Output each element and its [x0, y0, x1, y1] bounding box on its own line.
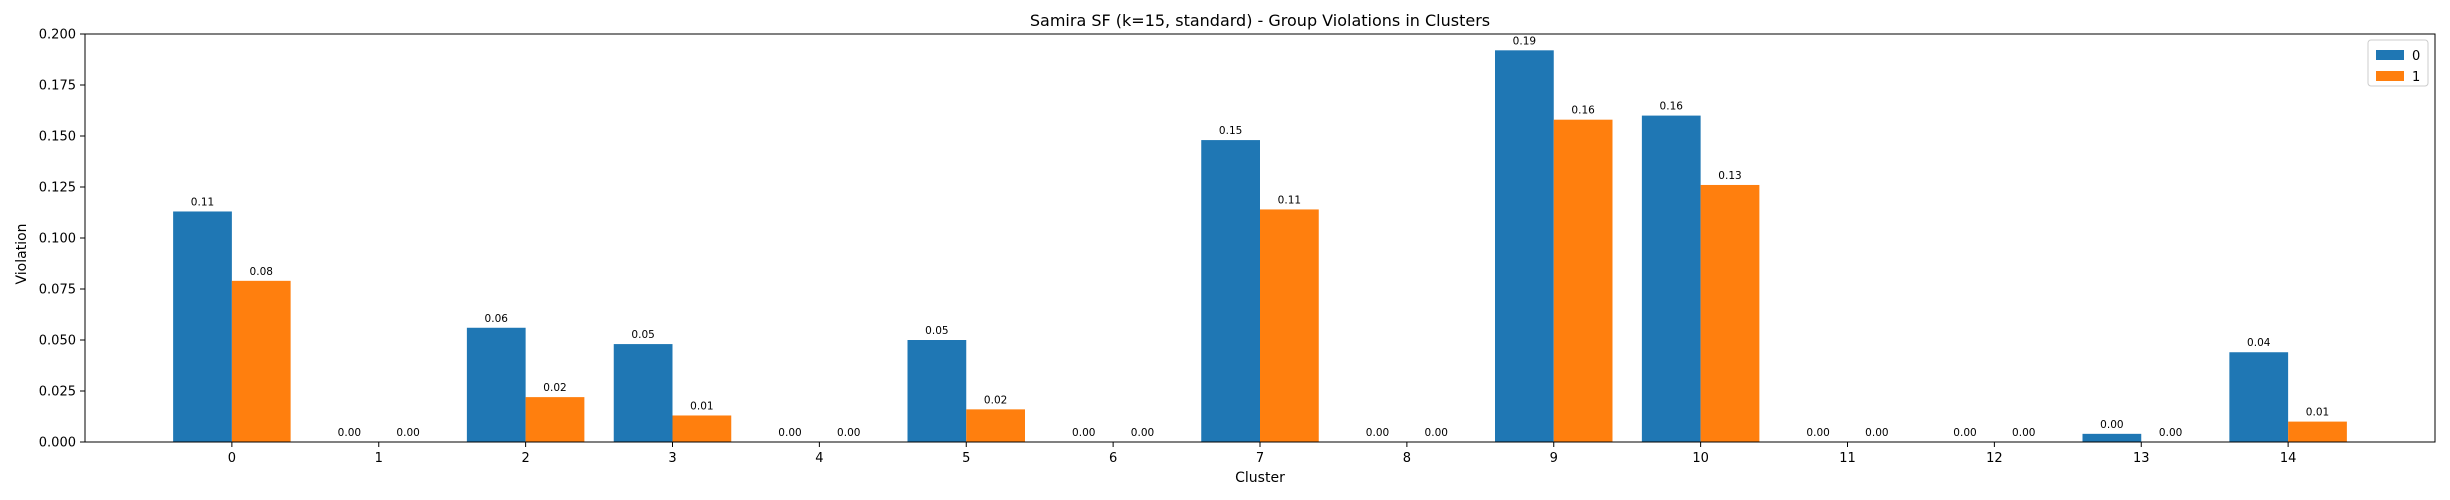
data-label-series-1-cluster-5: 0.02	[984, 394, 1007, 406]
bar-series-1-cluster-5	[966, 409, 1025, 442]
bar-series-1-cluster-10	[1700, 184, 1760, 442]
x-tick-label-14: 14	[2280, 451, 2297, 466]
bar-series-0-cluster-13	[2082, 433, 2142, 442]
data-label-series-0-cluster-3: 0.05	[631, 329, 654, 341]
x-tick-label-0: 0	[228, 451, 236, 466]
data-label-series-0-cluster-10: 0.16	[1660, 101, 1684, 113]
data-label-series-1-cluster-13: 0.00	[2159, 427, 2182, 439]
legend-swatch-1	[2376, 71, 2404, 81]
x-tick-label-2: 2	[521, 451, 529, 466]
data-label-series-1-cluster-2: 0.02	[543, 382, 566, 394]
legend-swatch-0	[2376, 50, 2404, 60]
x-tick-label-1: 1	[375, 451, 383, 466]
y-tick-label-0.125: 0.125	[39, 181, 76, 196]
y-tick-label-0.025: 0.025	[39, 385, 76, 400]
x-tick-label-3: 3	[668, 451, 676, 466]
data-label-series-0-cluster-5: 0.05	[925, 325, 948, 337]
y-tick-label-0.100: 0.100	[39, 232, 76, 247]
legend: 01	[2367, 39, 2429, 87]
bar-series-0-cluster-10	[1641, 115, 1701, 442]
x-tick-label-10: 10	[1692, 451, 1709, 466]
bar-series-1-cluster-7	[1260, 209, 1319, 442]
data-label-series-0-cluster-1: 0.00	[338, 427, 361, 439]
data-label-series-1-cluster-6: 0.00	[1131, 427, 1154, 439]
data-label-series-1-cluster-4: 0.00	[837, 427, 860, 439]
data-label-series-0-cluster-0: 0.11	[191, 196, 214, 208]
data-label-series-0-cluster-9: 0.19	[1513, 35, 1536, 47]
data-label-series-1-cluster-12: 0.00	[2012, 427, 2035, 439]
data-label-series-0-cluster-6: 0.00	[1072, 427, 1095, 439]
bar-series-0-cluster-9	[1495, 50, 1554, 442]
data-label-series-1-cluster-10: 0.13	[1718, 170, 1741, 182]
x-tick-label-13: 13	[2133, 451, 2150, 466]
data-label-series-1-cluster-3: 0.01	[690, 400, 713, 412]
y-tick-label-0.075: 0.075	[39, 283, 76, 298]
data-label-series-0-cluster-4: 0.00	[778, 427, 801, 439]
y-tick-label-0.050: 0.050	[39, 334, 76, 349]
y-tick-label-0.200: 0.200	[39, 28, 76, 43]
bar-series-0-cluster-0	[173, 211, 232, 442]
bar-series-1-cluster-2	[525, 397, 585, 442]
y-tick-label-0.175: 0.175	[39, 79, 76, 94]
x-tick-label-5: 5	[962, 451, 970, 466]
bar-series-0-cluster-2	[466, 327, 526, 442]
data-label-series-1-cluster-1: 0.00	[396, 427, 419, 439]
data-label-series-0-cluster-2: 0.06	[485, 313, 509, 325]
legend-label-0: 0	[2412, 49, 2420, 64]
bar-series-0-cluster-14	[2229, 352, 2289, 442]
data-label-series-1-cluster-11: 0.00	[1865, 427, 1888, 439]
x-tick-label-9: 9	[1550, 451, 1558, 466]
y-tick-label-0.150: 0.150	[39, 130, 76, 145]
data-label-series-0-cluster-7: 0.15	[1219, 125, 1242, 137]
data-label-series-0-cluster-12: 0.00	[1953, 427, 1976, 439]
bar-series-1-cluster-0	[231, 280, 291, 442]
x-tick-label-11: 11	[1839, 451, 1856, 466]
x-tick-label-7: 7	[1256, 451, 1264, 466]
y-tick-label-0.000: 0.000	[39, 436, 76, 451]
data-label-series-1-cluster-8: 0.00	[1425, 427, 1448, 439]
data-label-series-1-cluster-7: 0.11	[1278, 194, 1301, 206]
data-label-series-1-cluster-14: 0.01	[2306, 407, 2329, 419]
data-label-series-0-cluster-11: 0.00	[1806, 427, 1829, 439]
data-label-series-0-cluster-8: 0.00	[1366, 427, 1389, 439]
x-axis-label: Cluster	[1235, 470, 1285, 486]
bar-series-0-cluster-5	[907, 340, 967, 442]
bar-series-1-cluster-9	[1553, 119, 1613, 443]
bar-series-0-cluster-7	[1201, 140, 1260, 442]
data-label-series-1-cluster-0: 0.08	[250, 266, 273, 278]
x-tick-label-12: 12	[1986, 451, 2003, 466]
chart-title: Samira SF (k=15, standard) - Group Viola…	[1030, 11, 1490, 30]
bar-series-1-cluster-14	[2288, 421, 2347, 442]
data-label-series-1-cluster-9: 0.16	[1571, 105, 1595, 117]
x-tick-label-8: 8	[1403, 451, 1411, 466]
data-label-series-0-cluster-14: 0.04	[2247, 337, 2271, 349]
plot-area: 0.11 0.00 0.06 0.05 0.00 0.05 0.00 0.15 0.00 0.19…	[39, 28, 2436, 466]
x-tick-label-4: 4	[815, 451, 823, 466]
y-axis-label: Violation	[14, 223, 30, 284]
bar-series-1-cluster-3	[672, 415, 732, 442]
bar-series-0-cluster-3	[613, 344, 673, 442]
legend-label-1: 1	[2412, 70, 2420, 85]
data-label-series-0-cluster-13: 0.00	[2100, 419, 2123, 431]
x-tick-label-6: 6	[1109, 451, 1117, 466]
